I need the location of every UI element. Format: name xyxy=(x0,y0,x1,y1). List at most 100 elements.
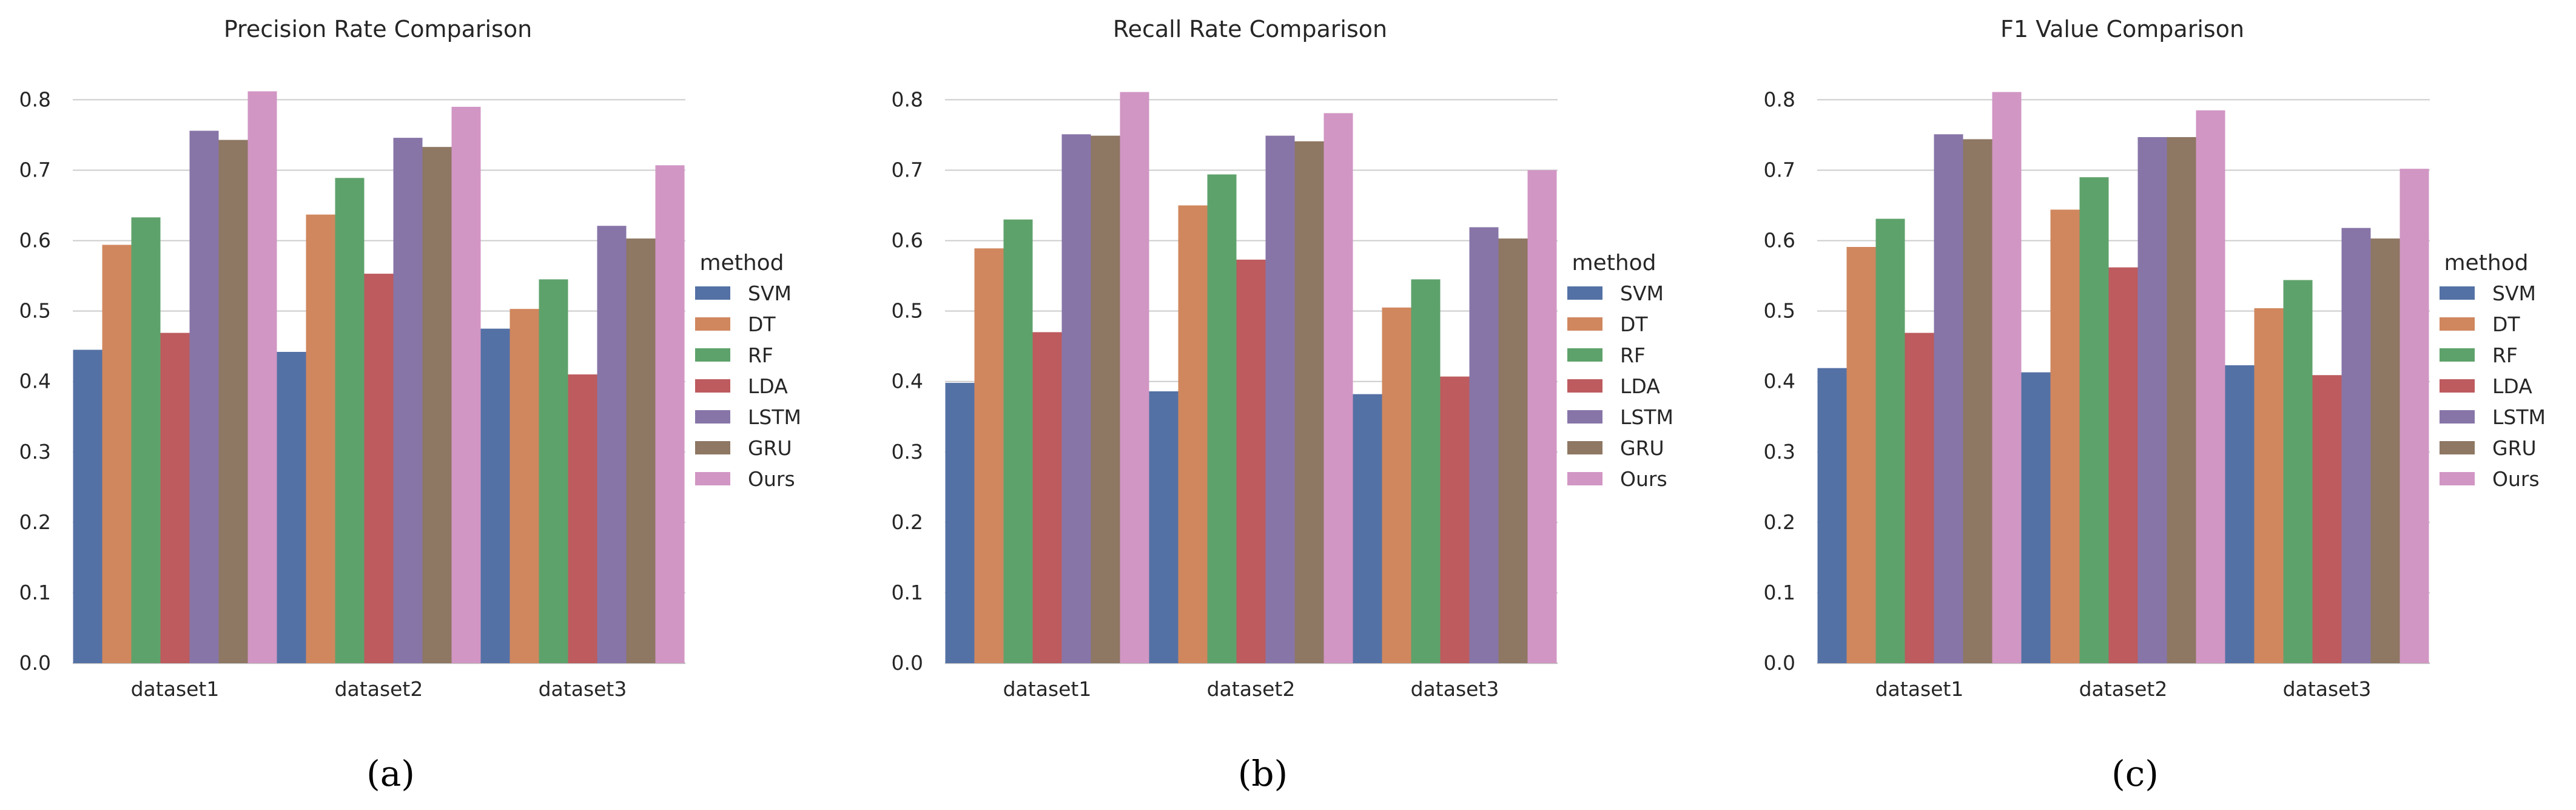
chart-title: Precision Rate Comparison xyxy=(224,16,532,42)
bar-dt-dataset3 xyxy=(1382,307,1411,663)
bar-dt-dataset2 xyxy=(2050,209,2080,663)
legend-swatch-rf xyxy=(695,348,730,362)
y-tick-label: 0.1 xyxy=(892,581,923,604)
bar-svm-dataset2 xyxy=(277,351,306,663)
bar-rf-dataset3 xyxy=(2283,280,2313,664)
legend-title: method xyxy=(2444,251,2528,275)
legend-swatch-lstm xyxy=(695,410,730,424)
y-tick-label: 0.8 xyxy=(1764,87,1795,111)
legend-swatch-lstm xyxy=(2440,410,2475,424)
bar-ours-dataset2 xyxy=(1323,113,1353,663)
bar-svm-dataset1 xyxy=(945,383,975,663)
bar-ours-dataset1 xyxy=(1992,92,2022,664)
legend-swatch-dt xyxy=(695,317,730,331)
bar-svm-dataset1 xyxy=(73,349,103,663)
chart-panel-3: F1 Value Comparison 0.0 0.1 0.2 0.3 0.4 0.5 0.6… xyxy=(1764,16,2546,794)
bar-gru-dataset1 xyxy=(218,140,248,663)
bar-gru-dataset2 xyxy=(2167,137,2196,664)
y-tick-label: 0.1 xyxy=(1764,581,1795,604)
x-tick-label: dataset2 xyxy=(1207,677,1296,701)
bar-lda-dataset3 xyxy=(1440,376,1470,663)
bar-lda-dataset1 xyxy=(1905,332,1934,663)
bar-dt-dataset3 xyxy=(509,309,539,663)
bar-lstm-dataset1 xyxy=(1061,134,1091,663)
x-tick-label: dataset3 xyxy=(1411,677,1499,701)
bar-lda-dataset1 xyxy=(1032,332,1062,663)
legend-swatch-lda xyxy=(695,379,730,393)
legend-label-rf: RF xyxy=(2492,343,2518,367)
bar-ours-dataset3 xyxy=(1527,170,1557,663)
y-tick-label: 0.7 xyxy=(892,158,923,182)
legend-label-dt: DT xyxy=(1620,312,1648,336)
bar-svm-dataset3 xyxy=(2225,365,2255,663)
chart-title: F1 Value Comparison xyxy=(2000,16,2244,42)
bar-lda-dataset2 xyxy=(2108,267,2138,663)
chart-panel-2: Recall Rate Comparison 0.0 0.1 0.2 0.3 0.4 0.5… xyxy=(892,16,1673,794)
legend-swatch-lstm xyxy=(1567,410,1602,424)
legend: method SVM DT RF LDA LSTM GRU Ours xyxy=(2440,251,2546,491)
bar-lstm-dataset3 xyxy=(2341,228,2371,663)
y-tick-label: 0.6 xyxy=(892,229,923,252)
legend-label-rf: RF xyxy=(1620,343,1646,367)
bar-gru-dataset2 xyxy=(422,147,452,664)
legend-label-svm: SVM xyxy=(2492,282,2536,305)
legend-swatch-rf xyxy=(1567,348,1602,362)
legend-swatch-gru xyxy=(695,441,730,454)
y-tick-label: 0.5 xyxy=(1764,299,1795,323)
legend-label-svm: SVM xyxy=(748,282,792,305)
legend-label-ours: Ours xyxy=(2492,467,2540,491)
legend-label-lstm: LSTM xyxy=(1620,405,1673,429)
legend-label-lda: LDA xyxy=(1620,374,1660,398)
legend-label-lda: LDA xyxy=(748,374,788,398)
y-tick-label: 0.7 xyxy=(19,158,51,182)
y-tick-label: 0.0 xyxy=(1764,651,1795,675)
bar-lstm-dataset1 xyxy=(1934,134,1963,663)
legend-label-gru: GRU xyxy=(748,436,792,460)
bar-svm-dataset2 xyxy=(1149,391,1179,663)
bar-gru-dataset1 xyxy=(1963,139,1993,663)
y-tick-label: 0.0 xyxy=(19,651,51,675)
chart-title: Recall Rate Comparison xyxy=(1113,16,1387,42)
bar-rf-dataset1 xyxy=(1875,218,1905,663)
legend-swatch-gru xyxy=(2440,441,2475,454)
x-tick-label: dataset2 xyxy=(335,677,423,701)
bar-ours-dataset1 xyxy=(1120,92,1149,664)
y-tick-label: 0.0 xyxy=(892,651,923,675)
bar-gru-dataset3 xyxy=(1498,238,1528,663)
bar-lstm-dataset2 xyxy=(393,138,423,663)
x-tick-label: dataset1 xyxy=(1003,677,1092,701)
legend-swatch-ours xyxy=(695,472,730,485)
bar-lda-dataset3 xyxy=(568,374,597,663)
bar-lda-dataset3 xyxy=(2312,375,2342,663)
panel-label: (a) xyxy=(366,753,415,794)
bar-dt-dataset1 xyxy=(1846,247,1876,664)
y-tick-label: 0.1 xyxy=(19,581,51,604)
bar-lstm-dataset2 xyxy=(2137,137,2167,664)
bar-lstm-dataset2 xyxy=(1265,135,1295,663)
bar-dt-dataset2 xyxy=(306,214,335,663)
legend-label-svm: SVM xyxy=(1620,282,1664,305)
x-tick-label: dataset3 xyxy=(539,677,627,701)
y-tick-label: 0.5 xyxy=(892,299,923,323)
legend-label-gru: GRU xyxy=(1620,436,1664,460)
legend-label-lstm: LSTM xyxy=(2492,405,2546,429)
legend-label-ours: Ours xyxy=(1620,467,1667,491)
legend-swatch-svm xyxy=(2440,286,2475,300)
y-tick-label: 0.6 xyxy=(19,229,51,252)
y-tick-label: 0.7 xyxy=(1764,158,1795,182)
y-tick-label: 0.2 xyxy=(19,510,51,534)
bar-ours-dataset2 xyxy=(2196,110,2225,663)
legend-swatch-dt xyxy=(1567,317,1602,331)
y-tick-label: 0.3 xyxy=(892,440,923,464)
legend-swatch-dt xyxy=(2440,317,2475,331)
legend-label-lda: LDA xyxy=(2492,374,2532,398)
legend-title: method xyxy=(1572,251,1656,275)
bar-gru-dataset2 xyxy=(1294,141,1324,664)
bar-svm-dataset3 xyxy=(480,328,510,663)
x-tick-label: dataset3 xyxy=(2283,677,2372,701)
bar-dt-dataset1 xyxy=(102,245,132,663)
x-tick-label: dataset2 xyxy=(2079,677,2168,701)
bar-ours-dataset3 xyxy=(655,165,685,663)
y-tick-label: 0.4 xyxy=(19,370,51,393)
bar-ours-dataset2 xyxy=(451,107,481,664)
